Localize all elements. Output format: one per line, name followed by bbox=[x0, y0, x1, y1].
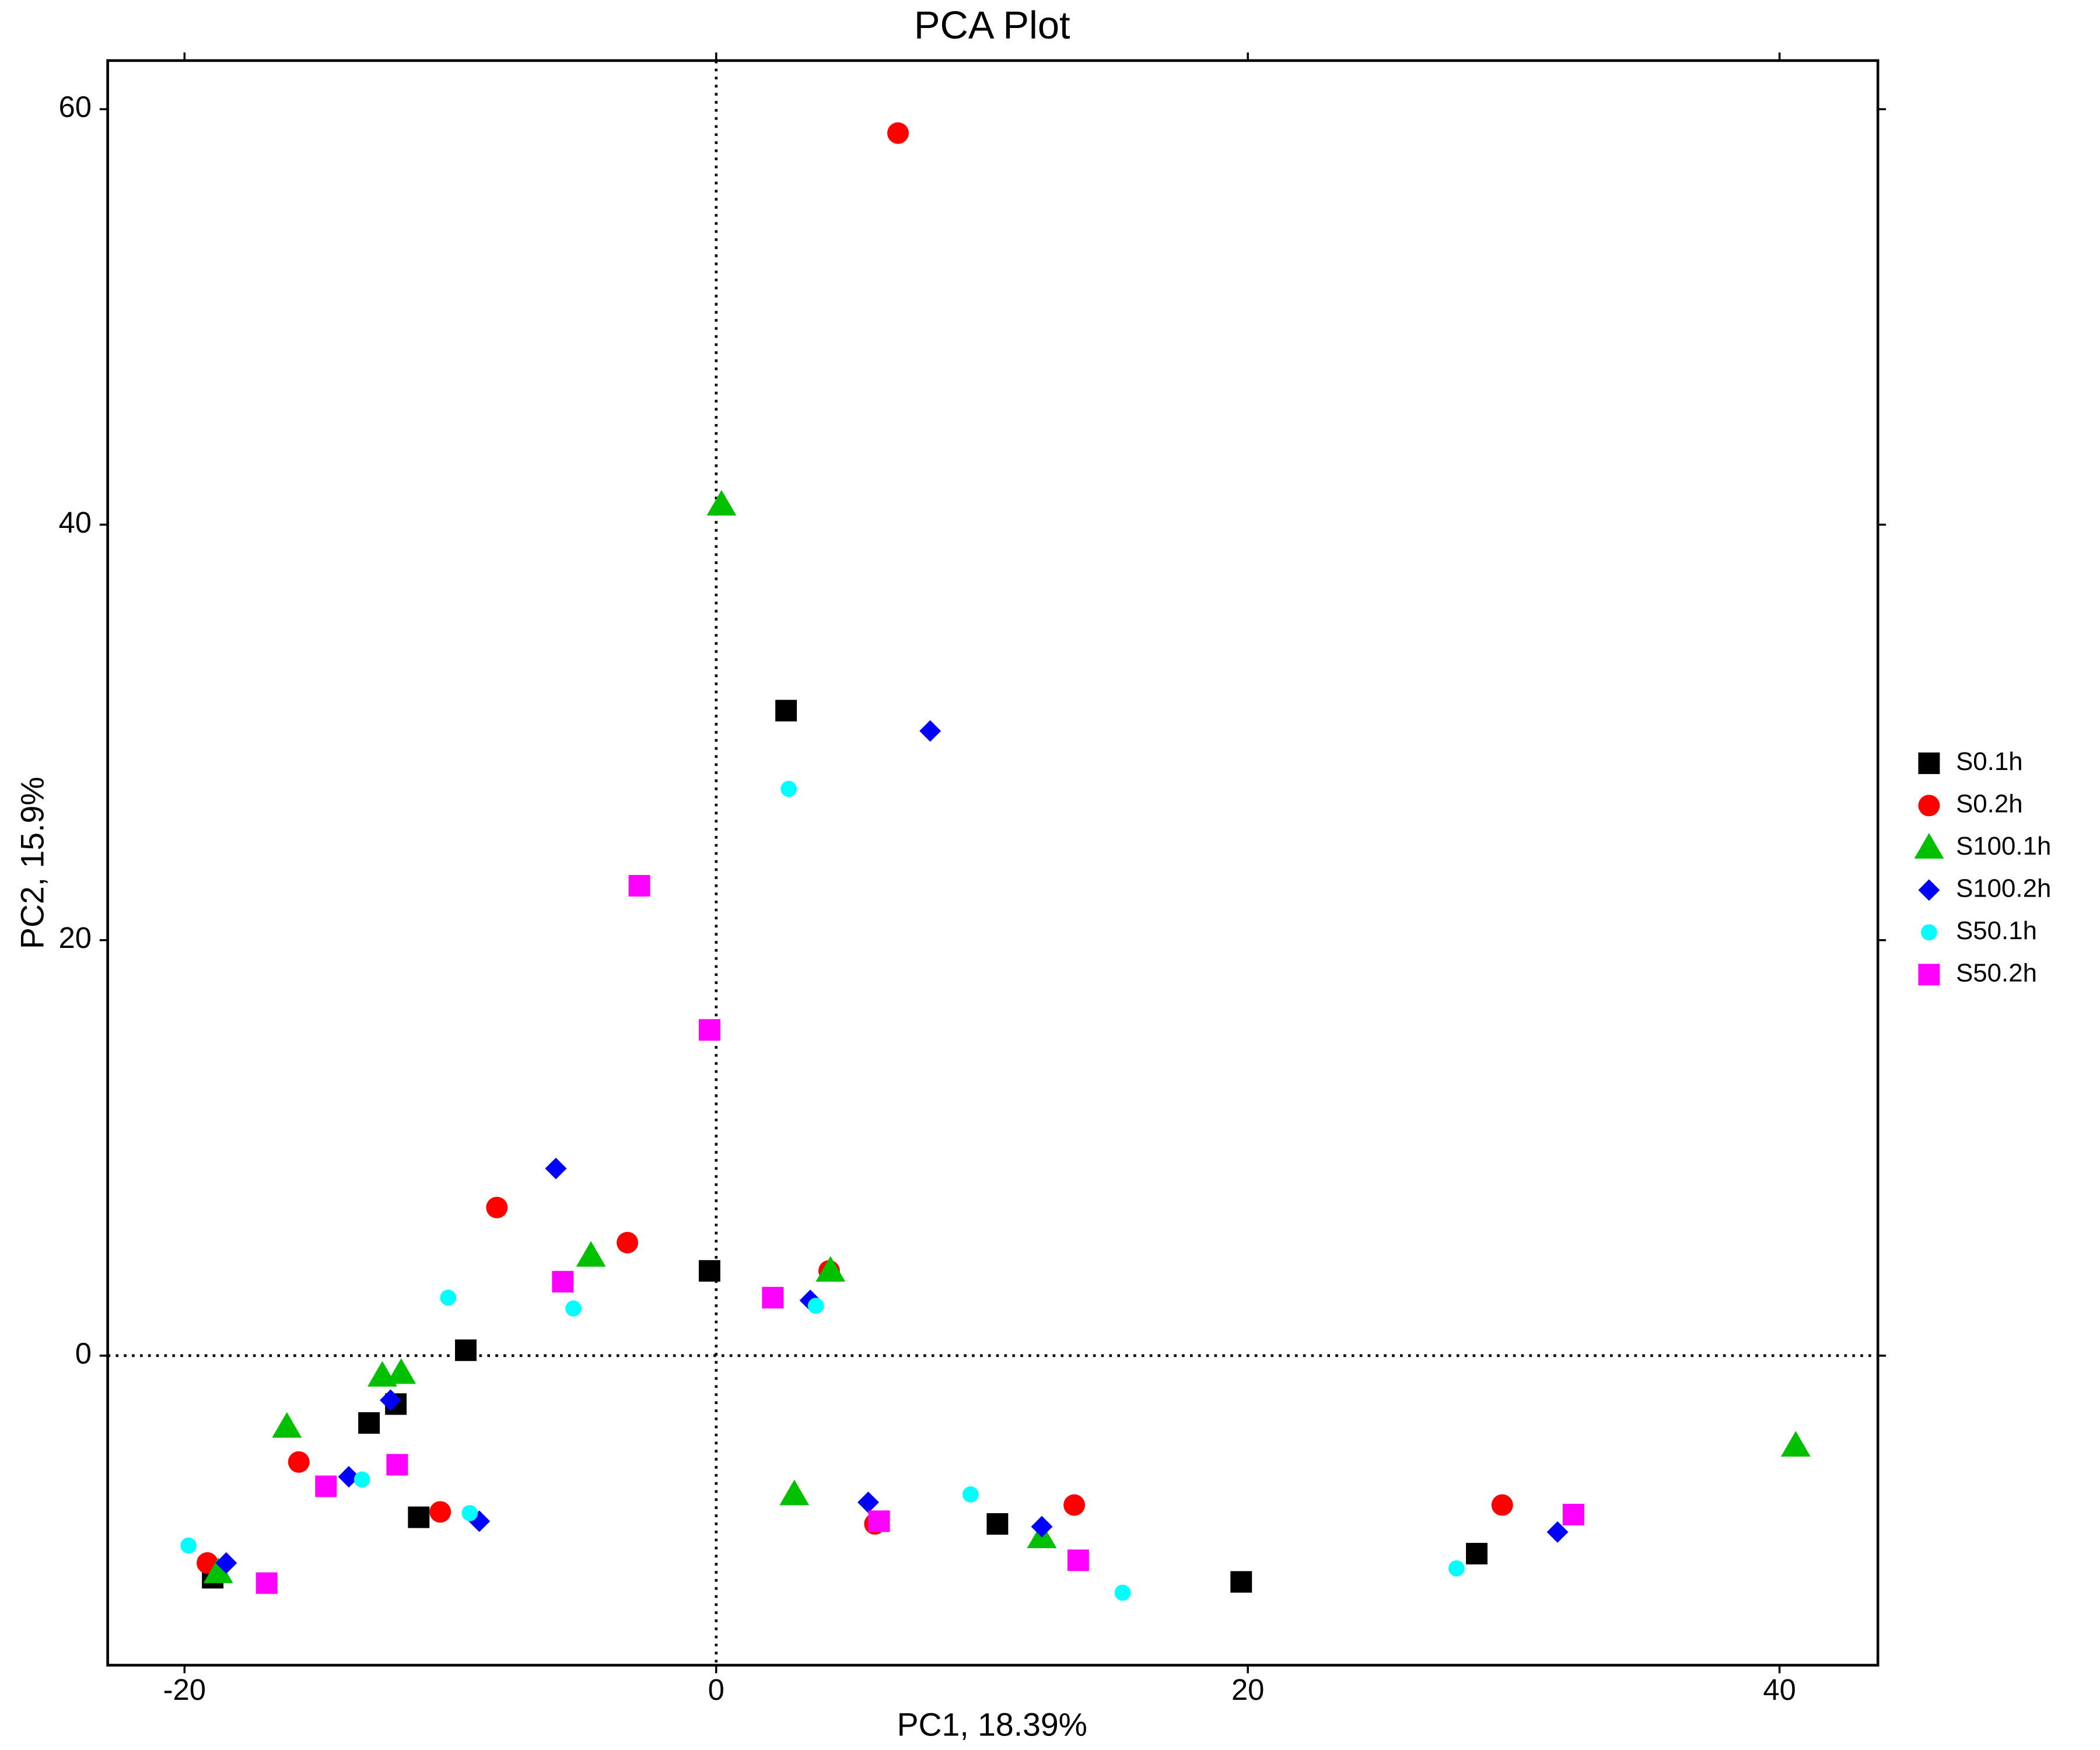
plot-frame bbox=[106, 59, 1880, 1667]
series bbox=[203, 489, 1811, 1583]
y-tick-label: 60 bbox=[58, 90, 91, 124]
series bbox=[180, 780, 1465, 1601]
marker-square bbox=[986, 1513, 1009, 1535]
marker-diamond bbox=[1546, 1521, 1569, 1543]
marker-circle bbox=[963, 1486, 979, 1503]
marker-diamond bbox=[215, 1552, 237, 1574]
marker-square bbox=[315, 1475, 337, 1497]
marker-square bbox=[1067, 1549, 1089, 1572]
marker-triangle bbox=[816, 1256, 846, 1282]
marker-triangle bbox=[706, 489, 737, 516]
marker-circle bbox=[887, 122, 909, 144]
chart-title: PCA Plot bbox=[914, 4, 1070, 47]
marker-circle bbox=[1491, 1494, 1513, 1516]
marker-circle bbox=[440, 1289, 457, 1306]
marker-circle bbox=[807, 1297, 824, 1314]
marker-square bbox=[408, 1506, 430, 1528]
marker-diamond bbox=[338, 1466, 360, 1488]
marker-square bbox=[868, 1510, 890, 1532]
marker-circle bbox=[617, 1231, 639, 1254]
legend-label: S100.2h bbox=[1956, 874, 2051, 902]
marker-square bbox=[775, 699, 797, 722]
x-tick-label: 20 bbox=[1231, 1673, 1264, 1706]
marker-square bbox=[698, 1019, 720, 1041]
marker-circle bbox=[1114, 1584, 1131, 1601]
legend-label: S50.1h bbox=[1956, 916, 2037, 945]
marker-triangle bbox=[1781, 1431, 1811, 1457]
legend-marker bbox=[1918, 752, 1940, 774]
marker-circle bbox=[780, 780, 797, 797]
marker-triangle bbox=[203, 1558, 233, 1583]
legend-marker bbox=[1918, 964, 1940, 986]
marker-square bbox=[455, 1339, 477, 1362]
marker-square bbox=[358, 1412, 380, 1434]
marker-circle bbox=[461, 1505, 478, 1521]
marker-circle bbox=[429, 1501, 452, 1523]
marker-circle bbox=[180, 1537, 197, 1554]
marker-square bbox=[552, 1270, 574, 1293]
legend-marker bbox=[1918, 794, 1940, 817]
legend-marker bbox=[1921, 924, 1937, 941]
marker-triangle bbox=[779, 1479, 810, 1506]
marker-square bbox=[1230, 1571, 1252, 1593]
marker-triangle bbox=[386, 1358, 416, 1384]
marker-circle bbox=[354, 1471, 370, 1488]
y-axis-label: PC2, 15.9% bbox=[15, 776, 51, 949]
marker-square bbox=[1562, 1503, 1584, 1525]
marker-circle bbox=[288, 1451, 310, 1473]
legend-marker bbox=[1914, 833, 1944, 859]
x-tick-label: 0 bbox=[708, 1673, 724, 1706]
x-axis-label: PC1, 18.39% bbox=[897, 1706, 1087, 1742]
marker-triangle bbox=[576, 1241, 606, 1267]
marker-square bbox=[386, 1454, 408, 1476]
y-tick-label: 40 bbox=[58, 506, 91, 539]
legend-label: S50.2h bbox=[1956, 958, 2037, 987]
marker-square bbox=[698, 1260, 720, 1282]
x-tick-label: -20 bbox=[163, 1673, 206, 1706]
marker-triangle bbox=[272, 1412, 302, 1438]
marker-square bbox=[628, 874, 650, 897]
x-tick-label: 40 bbox=[1763, 1673, 1796, 1706]
y-tick-label: 0 bbox=[75, 1336, 92, 1370]
marker-diamond bbox=[545, 1157, 567, 1180]
marker-circle bbox=[1448, 1560, 1465, 1577]
marker-square bbox=[1466, 1542, 1488, 1564]
legend-label: S0.1h bbox=[1956, 747, 2023, 776]
y-tick-label: 20 bbox=[58, 921, 91, 954]
marker-circle bbox=[565, 1300, 582, 1317]
marker-circle bbox=[486, 1196, 508, 1219]
legend-label: S0.2h bbox=[1956, 790, 2023, 818]
marker-square bbox=[256, 1572, 278, 1594]
marker-square bbox=[762, 1287, 784, 1309]
marker-circle bbox=[1063, 1494, 1086, 1516]
series bbox=[256, 874, 1584, 1594]
legend-label: S100.1h bbox=[1956, 832, 2051, 860]
